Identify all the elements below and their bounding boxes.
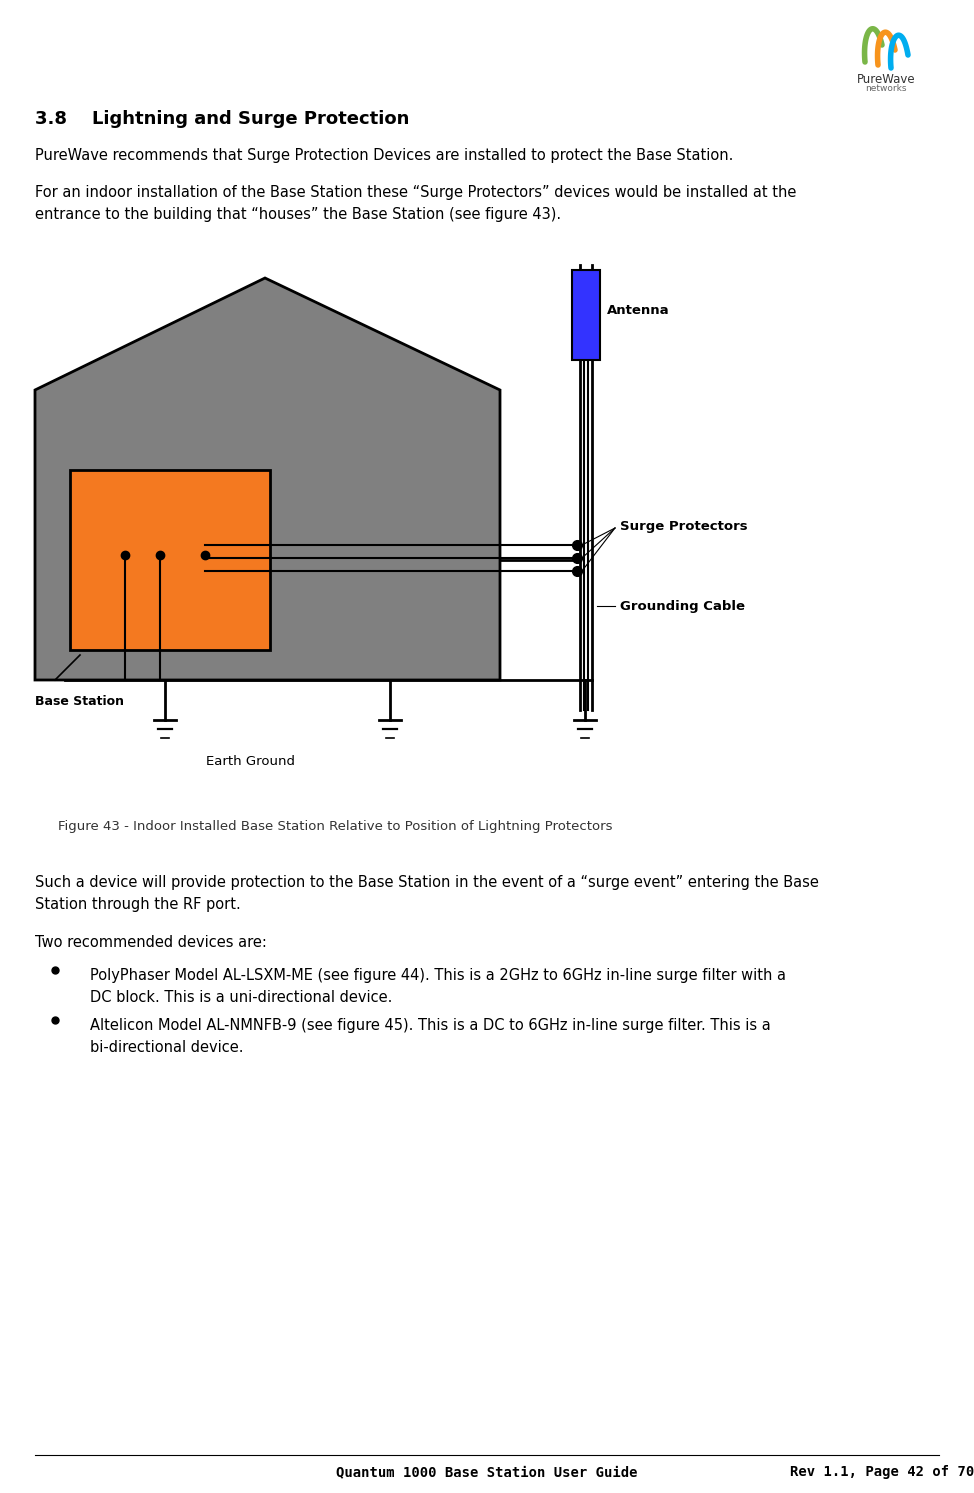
Text: Rev 1.1, Page 42 of 70: Rev 1.1, Page 42 of 70 xyxy=(790,1465,974,1480)
Text: PolyPhaser Model AL-LSXM-ME (see figure 44). This is a 2GHz to 6GHz in-line surg: PolyPhaser Model AL-LSXM-ME (see figure … xyxy=(90,967,786,982)
Text: Antenna: Antenna xyxy=(607,303,670,317)
Text: 3.8    Lightning and Surge Protection: 3.8 Lightning and Surge Protection xyxy=(35,110,409,128)
Text: Such a device will provide protection to the Base Station in the event of a “sur: Such a device will provide protection to… xyxy=(35,875,819,890)
Bar xyxy=(70,470,270,649)
Text: PureWave recommends that Surge Protection Devices are installed to protect the B: PureWave recommends that Surge Protectio… xyxy=(35,148,733,163)
Text: bi-directional device.: bi-directional device. xyxy=(90,1041,244,1056)
Text: For an indoor installation of the Base Station these “Surge Protectors” devices : For an indoor installation of the Base S… xyxy=(35,185,797,200)
Text: Base Station: Base Station xyxy=(35,696,124,708)
Text: networks: networks xyxy=(865,84,907,93)
Polygon shape xyxy=(35,278,500,679)
Text: DC block. This is a uni-directional device.: DC block. This is a uni-directional devi… xyxy=(90,990,393,1005)
Text: Surge Protectors: Surge Protectors xyxy=(620,520,748,533)
Text: entrance to the building that “houses” the Base Station (see figure 43).: entrance to the building that “houses” t… xyxy=(35,208,561,222)
Bar xyxy=(572,270,600,360)
Text: Station through the RF port.: Station through the RF port. xyxy=(35,897,241,912)
Text: PureWave: PureWave xyxy=(857,73,916,87)
Text: Earth Ground: Earth Ground xyxy=(206,755,294,767)
Text: Two recommended devices are:: Two recommended devices are: xyxy=(35,935,267,950)
Text: Grounding Cable: Grounding Cable xyxy=(620,600,745,614)
Text: Altelicon Model AL-NMNFB-9 (see figure 45). This is a DC to 6GHz in-line surge f: Altelicon Model AL-NMNFB-9 (see figure 4… xyxy=(90,1018,770,1033)
Text: Figure 43 - Indoor Installed Base Station Relative to Position of Lightning Prot: Figure 43 - Indoor Installed Base Statio… xyxy=(57,820,613,833)
Text: Quantum 1000 Base Station User Guide: Quantum 1000 Base Station User Guide xyxy=(336,1465,638,1480)
